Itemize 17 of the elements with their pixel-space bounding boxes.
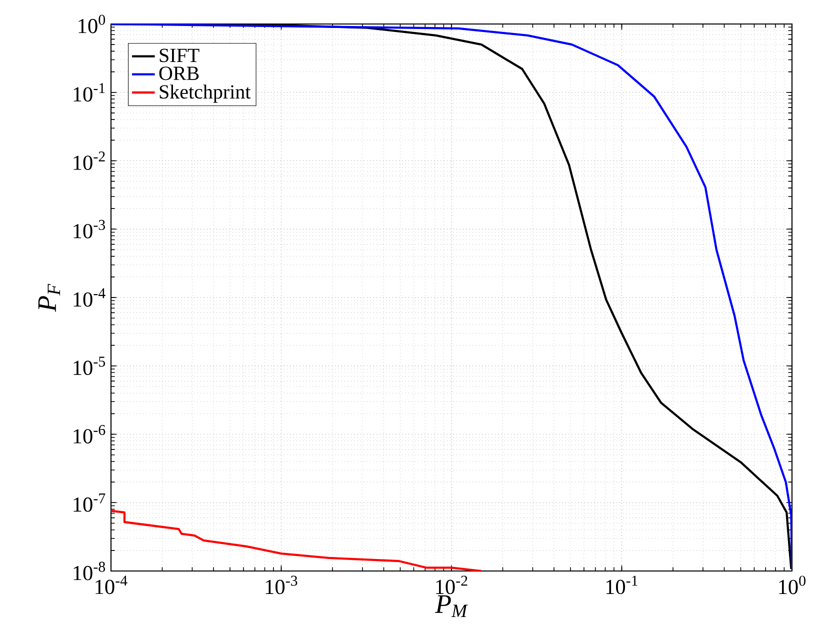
y-tick-label: 10$^{-4}$ <box>74 288 106 307</box>
y-tick-label: 10$^{0}$ <box>78 14 106 34</box>
y-tick-label: 10$^{-3}$ <box>74 220 106 238</box>
y-tick-label: 10$^{-2}$ <box>74 152 105 170</box>
y-tick-label: 10$^{-7}$ <box>74 493 106 512</box>
y-axis-title: P$_{F}$ <box>38 284 60 312</box>
y-tick-label: 10$^{-5}$ <box>74 356 106 376</box>
legend-label: SIFT <box>160 48 200 62</box>
legend-label: ORB <box>159 66 199 80</box>
x-axis-title: P$_{M}$ <box>435 595 468 617</box>
x-tick-label: 10$^{0}$ <box>779 576 806 594</box>
y-tick-label: 10$^{-6}$ <box>74 425 106 444</box>
y-tick-label: 10$^{-1}$ <box>74 83 105 102</box>
legend-label: Sketchprint <box>160 84 251 103</box>
x-tick-label: 10$^{-1}$ <box>606 576 638 594</box>
x-tick-label: 10$^{-2}$ <box>436 576 468 594</box>
x-tick-label: 10$^{-3}$ <box>266 576 298 594</box>
